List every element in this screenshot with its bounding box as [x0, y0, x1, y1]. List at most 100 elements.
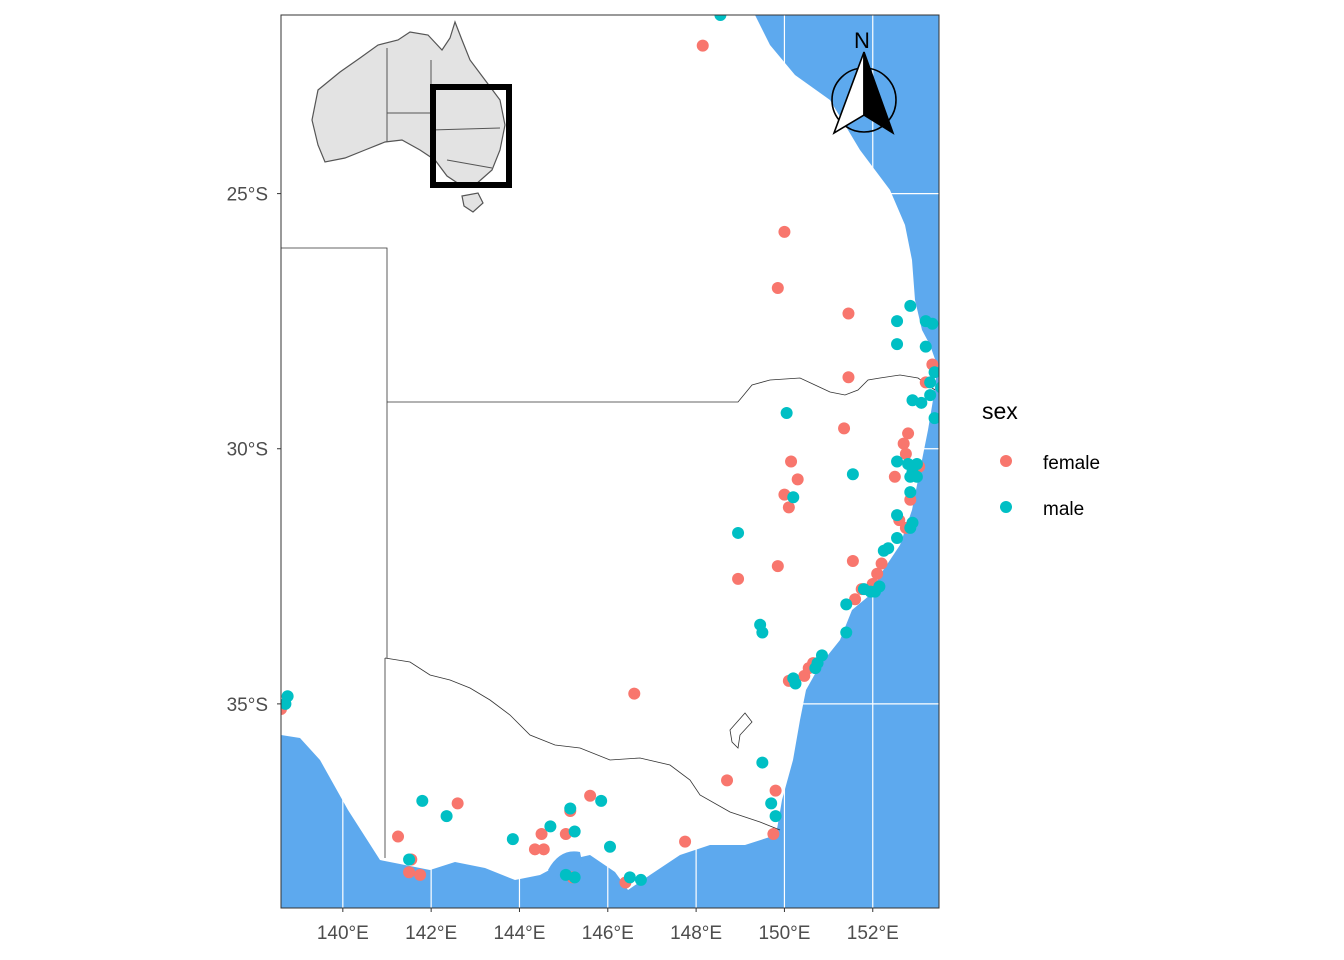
point-female	[414, 868, 427, 881]
point-female	[771, 282, 784, 295]
sa-nt-qld-border	[281, 247, 388, 402]
x-tick-label: 148°E	[670, 923, 722, 944]
point-female	[899, 447, 912, 460]
x-tick-label: 150°E	[758, 923, 810, 944]
point-male	[714, 15, 727, 21]
inset-tasmania	[461, 192, 484, 213]
point-male	[732, 526, 745, 539]
point-female	[849, 593, 862, 606]
point-male	[440, 810, 453, 823]
point-female	[871, 567, 884, 580]
point-male	[809, 662, 822, 675]
north-arrow: N	[831, 28, 897, 135]
nsw-vic-border	[384, 657, 781, 831]
point-male	[403, 853, 416, 866]
north-arrow-right	[863, 51, 895, 135]
legend-title: sex	[982, 398, 1018, 424]
point-male	[769, 810, 782, 823]
act-border	[729, 712, 753, 749]
point-male	[568, 871, 581, 884]
point-male	[756, 756, 769, 769]
point-male	[604, 840, 616, 853]
point-male	[634, 873, 647, 886]
land-mass	[281, 15, 936, 890]
point-female	[403, 866, 416, 879]
legend-label-male: male	[1043, 499, 1084, 520]
point-female	[721, 774, 734, 787]
y-tick-label: 35°S	[227, 695, 268, 716]
point-male	[787, 491, 800, 504]
point-female	[451, 797, 464, 810]
point-male	[891, 455, 904, 468]
point-male	[544, 820, 557, 833]
point-male	[840, 626, 853, 639]
north-label: N	[854, 28, 870, 53]
y-axis: 25°S 30°S 35°S	[227, 185, 281, 716]
point-female	[842, 307, 855, 320]
point-female	[528, 843, 541, 856]
x-tick-label: 140°E	[317, 923, 369, 944]
point-male	[904, 299, 917, 312]
point-female	[535, 828, 548, 841]
inset-map	[311, 20, 512, 213]
point-female	[537, 843, 550, 856]
panel-border	[280, 14, 940, 909]
point-male	[891, 532, 904, 545]
inset-australia-outline	[311, 20, 506, 187]
legend-key-female	[1000, 455, 1012, 467]
point-female	[875, 557, 888, 570]
point-male	[815, 649, 828, 662]
inset-extent-box	[430, 84, 512, 188]
state-borders	[281, 247, 936, 858]
x-tick-label: 146°E	[582, 923, 634, 944]
point-male	[595, 794, 608, 807]
point-female	[584, 789, 597, 802]
point-male	[877, 544, 890, 557]
y-tick-label: 25°S	[227, 185, 268, 206]
point-female	[897, 437, 910, 450]
point-male	[928, 366, 939, 379]
point-female	[769, 784, 782, 797]
point-male	[891, 338, 904, 351]
point-male	[789, 677, 802, 690]
point-male	[919, 340, 932, 353]
point-female	[842, 371, 855, 384]
point-male	[873, 580, 886, 593]
point-male	[910, 470, 923, 483]
legend-key-male	[1000, 501, 1012, 513]
observation-points	[281, 15, 939, 889]
point-male	[935, 381, 939, 394]
point-female	[838, 422, 851, 435]
point-male	[564, 802, 577, 815]
point-female	[888, 470, 901, 483]
point-female	[679, 835, 692, 848]
point-male	[891, 315, 904, 328]
point-male	[904, 521, 917, 534]
point-female	[732, 572, 745, 585]
x-axis: 140°E 142°E 144°E 146°E 148°E 150°E 152°E	[317, 908, 899, 944]
point-female	[392, 830, 405, 843]
point-male	[623, 871, 636, 884]
point-female	[782, 501, 795, 514]
point-male	[904, 486, 917, 499]
map-panel	[281, 15, 939, 908]
point-male	[840, 598, 853, 611]
qld-nsw-border	[387, 374, 936, 403]
point-male	[928, 412, 939, 425]
x-tick-label: 152°E	[847, 923, 899, 944]
x-tick-label: 144°E	[493, 923, 545, 944]
point-male	[924, 376, 937, 389]
point-male	[780, 407, 793, 420]
point-male	[924, 389, 937, 402]
point-female	[696, 39, 709, 52]
legend: sex female male	[982, 398, 1100, 520]
point-male	[506, 833, 519, 846]
point-male	[568, 825, 581, 838]
point-male	[765, 797, 778, 810]
point-female	[791, 473, 804, 486]
point-male	[416, 794, 429, 807]
point-male	[846, 468, 859, 481]
x-tick-label: 142°E	[405, 923, 457, 944]
legend-label-female: female	[1043, 453, 1100, 474]
